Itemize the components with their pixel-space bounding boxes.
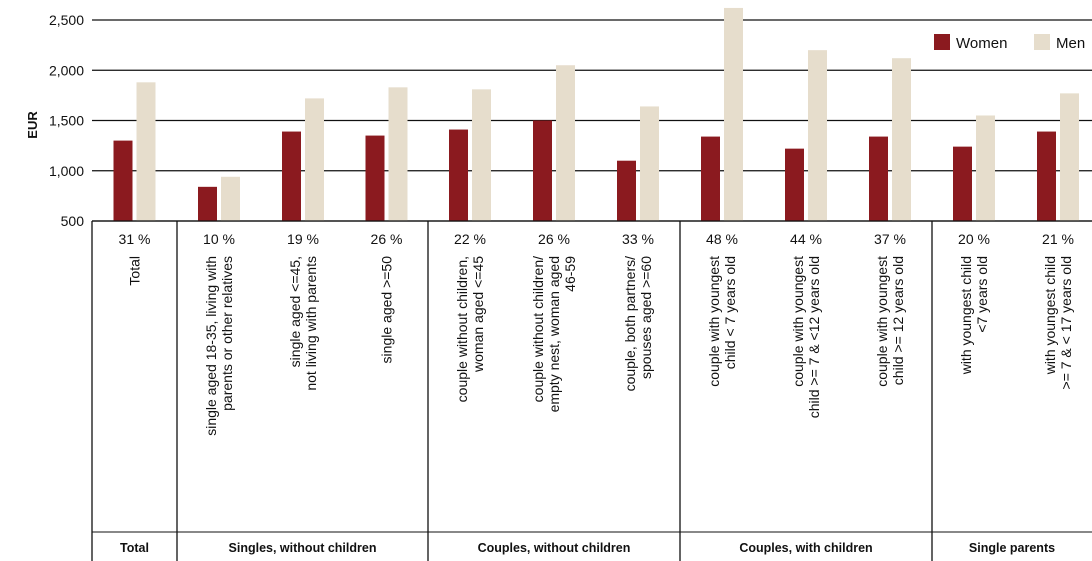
- category-label: Total: [127, 256, 143, 286]
- group-label: Couples, without children: [478, 541, 631, 555]
- category-label: 46-59: [562, 256, 578, 292]
- gap-label: 37 %: [874, 231, 906, 247]
- category-label: child < 7 years old: [722, 256, 738, 369]
- bar-women: [113, 140, 133, 221]
- category-label: couple with youngest: [790, 256, 806, 387]
- bar-men: [136, 82, 156, 221]
- y-tick-label: 2,500: [49, 12, 84, 28]
- bar-women: [282, 131, 301, 221]
- group-label: Total: [120, 541, 149, 555]
- bar-men: [1060, 93, 1079, 221]
- category-label: empty nest, woman aged: [546, 256, 562, 412]
- category-label: couple without children/: [530, 256, 546, 402]
- gap-label: 10 %: [203, 231, 235, 247]
- legend-label-men: Men: [1056, 35, 1085, 52]
- gap-label: 33 %: [622, 231, 654, 247]
- bar-men: [724, 7, 743, 221]
- bar-women: [953, 146, 972, 221]
- gap-label: 31 %: [119, 231, 151, 247]
- category-label: <7 years old: [974, 256, 990, 333]
- category-label: single aged <=45,: [287, 256, 303, 367]
- y-tick-label: 1,000: [49, 163, 84, 179]
- category-label: couple without children,: [454, 256, 470, 402]
- category-label: spouses aged >=60: [638, 256, 654, 379]
- bar-women: [449, 129, 468, 221]
- y-axis-title: EUR: [25, 111, 40, 139]
- y-tick-label: 500: [61, 213, 85, 229]
- gap-label: 26 %: [538, 231, 570, 247]
- legend-swatch-women: [934, 34, 950, 50]
- category-label: single aged 18-35, living with: [203, 256, 219, 436]
- category-label: couple with youngest: [874, 256, 890, 387]
- bar-women: [533, 120, 552, 221]
- y-tick-label: 2,000: [49, 62, 84, 78]
- bar-men: [640, 106, 659, 221]
- category-label: with youngest child: [958, 256, 974, 375]
- bar-women: [785, 148, 804, 221]
- bar-women: [869, 136, 888, 221]
- bar-men: [221, 176, 240, 221]
- bar-women: [701, 136, 720, 221]
- group-label: Couples, with children: [739, 541, 872, 555]
- gap-label: 21 %: [1042, 231, 1074, 247]
- category-label: child >= 7 & <12 years old: [806, 256, 822, 418]
- category-label: child >= 12 years old: [890, 256, 906, 385]
- gap-label: 48 %: [706, 231, 738, 247]
- bar-men: [892, 58, 911, 221]
- gap-label: 26 %: [371, 231, 403, 247]
- category-label: >= 7 & < 17 years old: [1058, 256, 1074, 389]
- group-label: Single parents: [969, 541, 1055, 555]
- legend: Women Men: [930, 26, 1092, 60]
- category-label: couple, both partners/: [622, 256, 638, 392]
- category-label: parents or other relatives: [219, 256, 235, 411]
- bar-women: [617, 160, 636, 221]
- bar-men: [305, 98, 324, 221]
- bar-men: [472, 89, 491, 221]
- bars: [92, 7, 1092, 222]
- category-label: woman aged <=45: [470, 256, 486, 373]
- gap-label: 22 %: [454, 231, 486, 247]
- legend-swatch-men: [1034, 34, 1050, 50]
- category-label: single aged >=50: [379, 256, 395, 364]
- category-label: with youngest child: [1042, 256, 1058, 375]
- bar-women: [198, 186, 217, 221]
- category-label: couple with youngest: [706, 256, 722, 387]
- y-tick-label: 1,500: [49, 113, 84, 129]
- gap-label: 19 %: [287, 231, 319, 247]
- bar-women: [365, 135, 385, 221]
- bar-men: [808, 50, 827, 222]
- bar-women: [1037, 131, 1056, 221]
- legend-label-women: Women: [956, 35, 1007, 52]
- category-table: 31 % 10 % 19 % 26 % 22 % 26 % 33 % 48 % 44 % 37 %…: [91, 221, 1092, 561]
- gap-label: 44 %: [790, 231, 822, 247]
- bar-men: [556, 65, 575, 221]
- category-label: not living with parents: [303, 256, 319, 391]
- gap-label: 20 %: [958, 231, 990, 247]
- y-axis-ticks: 500 1,000 1,500 2,000 2,500: [49, 12, 84, 229]
- group-label: Singles, without children: [229, 541, 377, 555]
- bar-men: [388, 87, 408, 222]
- legend-background: [930, 26, 1092, 60]
- bar-men: [976, 115, 995, 221]
